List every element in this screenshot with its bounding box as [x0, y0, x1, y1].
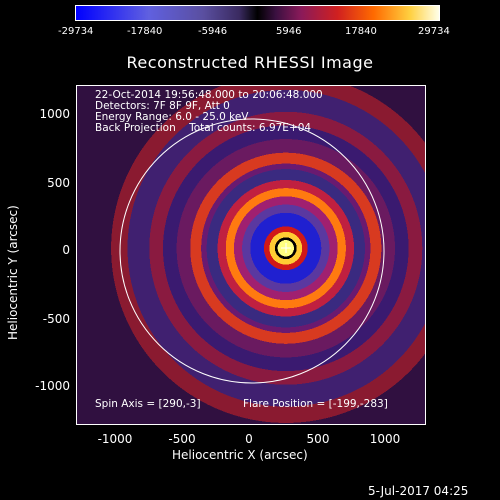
x-tick-label: 0 — [245, 432, 253, 446]
y-tick-label: -1000 — [35, 379, 70, 393]
colorbar-tick: -5946 — [198, 26, 228, 37]
flare-position-label: Flare Position = [-199,-283] — [243, 398, 388, 410]
colorbar-tick: 29734 — [418, 26, 450, 37]
y-tick-label: 0 — [62, 243, 70, 257]
colorbar — [75, 5, 440, 21]
x-axis-label: Heliocentric X (arcsec) — [172, 448, 308, 462]
x-tick-label: -500 — [168, 432, 196, 446]
x-tick-label: 1000 — [369, 432, 401, 446]
info-line: Energy Range: 6.0 - 25.0 keV — [95, 111, 249, 123]
info-line: 22-Oct-2014 19:56:48.000 to 20:06:48.000 — [95, 89, 323, 101]
image-title: Reconstructed RHESSI Image — [126, 53, 374, 72]
solar-image: 22-Oct-2014 19:56:48.000 to 20:06:48.000… — [76, 85, 426, 425]
colorbar-tick: 17840 — [345, 26, 377, 37]
y-tick-label: -500 — [42, 312, 70, 326]
colorbar-tick: 5946 — [276, 26, 302, 37]
limb-overlay — [119, 118, 385, 384]
colorbar-tick: -17840 — [127, 26, 163, 37]
x-tick-label: 500 — [306, 432, 330, 446]
y-tick-label: 1000 — [39, 107, 70, 121]
y-tick-label: 500 — [47, 176, 70, 190]
solar-limb-circle — [119, 118, 385, 384]
footer-date: 5-Jul-2017 04:25 — [368, 484, 469, 498]
spin-axis-label: Spin Axis = [290,-3] — [95, 398, 201, 410]
y-axis-label: Heliocentric Y (arcsec) — [6, 205, 20, 340]
x-tick-label: -1000 — [97, 432, 133, 446]
info-line: Back Projection Total counts: 6.97E+04 — [95, 122, 312, 134]
info-line: Detectors: 7F 8F 9F, Att 0 — [95, 100, 230, 112]
colorbar-tick: -29734 — [58, 26, 94, 37]
